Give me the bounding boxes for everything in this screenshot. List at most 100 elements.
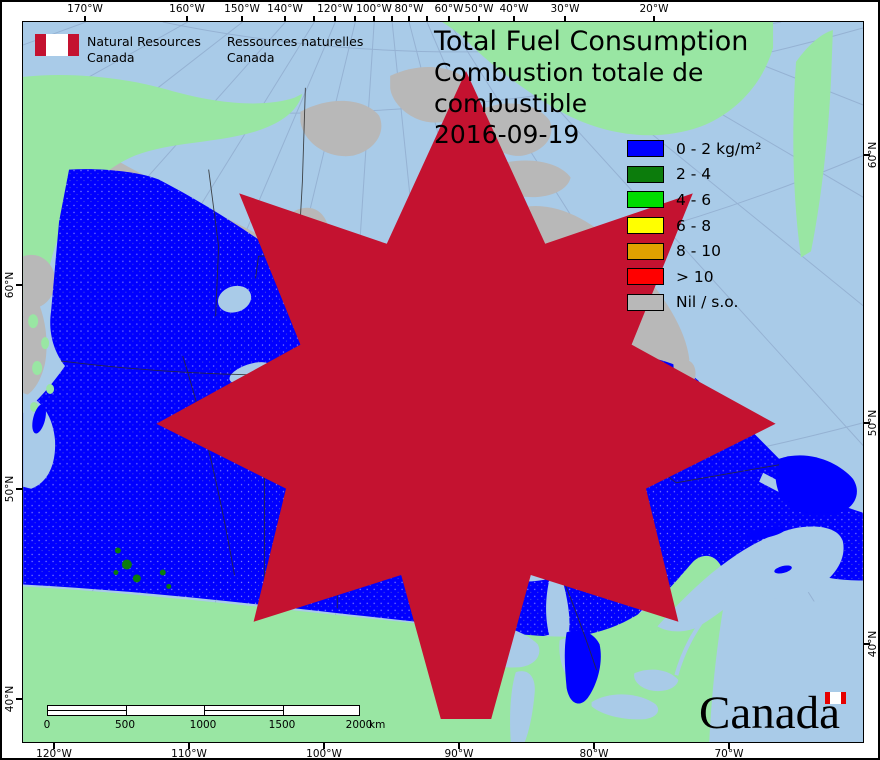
signature-en-line2: Canada <box>87 50 135 66</box>
top-axis-label: 20°W <box>639 3 669 15</box>
top-axis-label: 40°W <box>499 3 529 15</box>
top-tick <box>334 16 336 21</box>
left-tick <box>16 488 22 490</box>
top-minor-tick <box>391 16 393 21</box>
bottom-axis-label: 90°W <box>444 748 474 760</box>
right-tick <box>864 154 870 156</box>
legend-row: 6 - 8 <box>627 213 761 239</box>
maple-leaf-icon <box>156 71 776 719</box>
top-axis-label: 60°W <box>434 3 464 15</box>
bottom-axis-label: 100°W <box>306 748 342 760</box>
top-tick <box>84 16 86 21</box>
map-frame: Natural Resources Canada Ressources natu… <box>22 21 864 743</box>
legend-label: 2 - 4 <box>676 165 712 184</box>
scale-number: 1500 <box>268 719 296 731</box>
scale-unit: km <box>369 719 386 731</box>
top-tick <box>186 16 188 21</box>
signature-english: Natural Resources Canada <box>87 34 201 67</box>
left-tick <box>16 284 22 286</box>
left-axis-label: 60°N <box>4 271 16 299</box>
haida-gwaii <box>32 404 46 434</box>
lake-michigan <box>510 671 535 742</box>
wordmark-flag-icon <box>825 692 846 704</box>
legend-swatch <box>627 140 664 158</box>
top-axis-label: 30°W <box>550 3 580 15</box>
legend-row: 0 - 2 kg/m² <box>627 136 761 162</box>
legend-row: Nil / s.o. <box>627 290 761 316</box>
alexander-archipelago <box>28 314 55 412</box>
bottom-tick <box>593 743 595 749</box>
top-axis-label: 100°W <box>356 3 392 15</box>
top-minor-tick <box>426 16 428 21</box>
legend-row: > 10 <box>627 264 761 290</box>
bottom-axis-label: 70°W <box>714 748 744 760</box>
canada-wordmark: Canada <box>699 687 840 739</box>
top-axis-label: 80°W <box>394 3 424 15</box>
signature-fr-line1: Ressources naturelles <box>226 34 364 49</box>
left-axis-label: 50°N <box>4 475 16 503</box>
top-minor-tick <box>354 16 356 21</box>
scale-divider <box>126 706 127 715</box>
southern-ontario <box>564 630 601 704</box>
signature-french: Ressources naturelles Canada <box>227 34 363 67</box>
legend-label: 8 - 10 <box>676 242 722 261</box>
top-tick <box>564 16 566 21</box>
legend-swatch <box>627 217 664 235</box>
top-tick <box>653 16 655 21</box>
right-axis-label: 40°N <box>867 630 879 658</box>
bottom-tick <box>53 743 55 749</box>
top-tick <box>408 16 410 21</box>
scale-divider <box>283 706 284 715</box>
top-axis-label: 140°W <box>267 3 303 15</box>
greenland <box>440 22 833 258</box>
right-tick <box>864 422 870 424</box>
map-title-fr: Combustion totale de combustible <box>434 58 704 118</box>
top-tick <box>241 16 243 21</box>
top-tick <box>513 16 515 21</box>
legend: 0 - 2 kg/m² 2 - 4 4 - 6 6 - 8 8 - 10 > 10 Nil … <box>627 136 761 315</box>
bottom-tick <box>188 743 190 749</box>
scale-number: 2000 <box>345 719 373 731</box>
scale-midline <box>204 710 283 711</box>
bottom-tick <box>323 743 325 749</box>
atlantic-ocean <box>709 580 863 742</box>
scale-bar-graphic <box>47 705 360 716</box>
legend-label: 4 - 6 <box>676 190 712 209</box>
signature-fr-line2: Canada <box>226 50 275 66</box>
bottom-axis-label: 80°W <box>579 748 609 760</box>
legend-row: 8 - 10 <box>627 238 761 264</box>
wordmark-maple-leaf-icon <box>830 692 864 743</box>
legend-swatch <box>627 268 664 286</box>
top-axis-label: 170°W <box>67 3 103 15</box>
lake-ontario <box>634 669 679 692</box>
scale-number: 1000 <box>189 719 217 731</box>
legend-label: > 10 <box>676 267 714 286</box>
right-tick <box>864 643 870 645</box>
nrcan-signature: Natural Resources Canada Ressources natu… <box>35 34 776 719</box>
legend-label: 6 - 8 <box>676 216 712 235</box>
legend-label: 0 - 2 kg/m² <box>676 139 762 158</box>
usa-land <box>23 555 725 742</box>
top-axis-label: 50°W <box>464 3 494 15</box>
signature-en-line1: Natural Resources <box>87 34 201 49</box>
scale-number: 0 <box>43 719 51 731</box>
top-tick <box>448 16 450 21</box>
top-tick <box>284 16 286 21</box>
legend-swatch <box>627 242 664 260</box>
bottom-axis-label: 110°W <box>171 748 207 760</box>
bottom-tick <box>458 743 460 749</box>
bottom-tick <box>728 743 730 749</box>
top-axis-label: 150°W <box>224 3 260 15</box>
map-title-en: Total Fuel Consumption <box>434 26 749 57</box>
left-axis-label: 40°N <box>4 685 16 713</box>
map-date: 2016-09-19 <box>434 120 580 149</box>
gulf-st-lawrence <box>657 526 844 632</box>
pacific-inlet <box>23 392 56 489</box>
left-tick <box>16 698 22 700</box>
prince-edward-island <box>774 565 792 574</box>
legend-row: 2 - 4 <box>627 162 761 188</box>
scale-bar-labels: km 0 500 1000 1500 2000 <box>43 719 387 733</box>
right-axis-label: 50°N <box>867 409 879 437</box>
map-title-block: Total Fuel Consumption Combustion totale… <box>434 26 863 150</box>
